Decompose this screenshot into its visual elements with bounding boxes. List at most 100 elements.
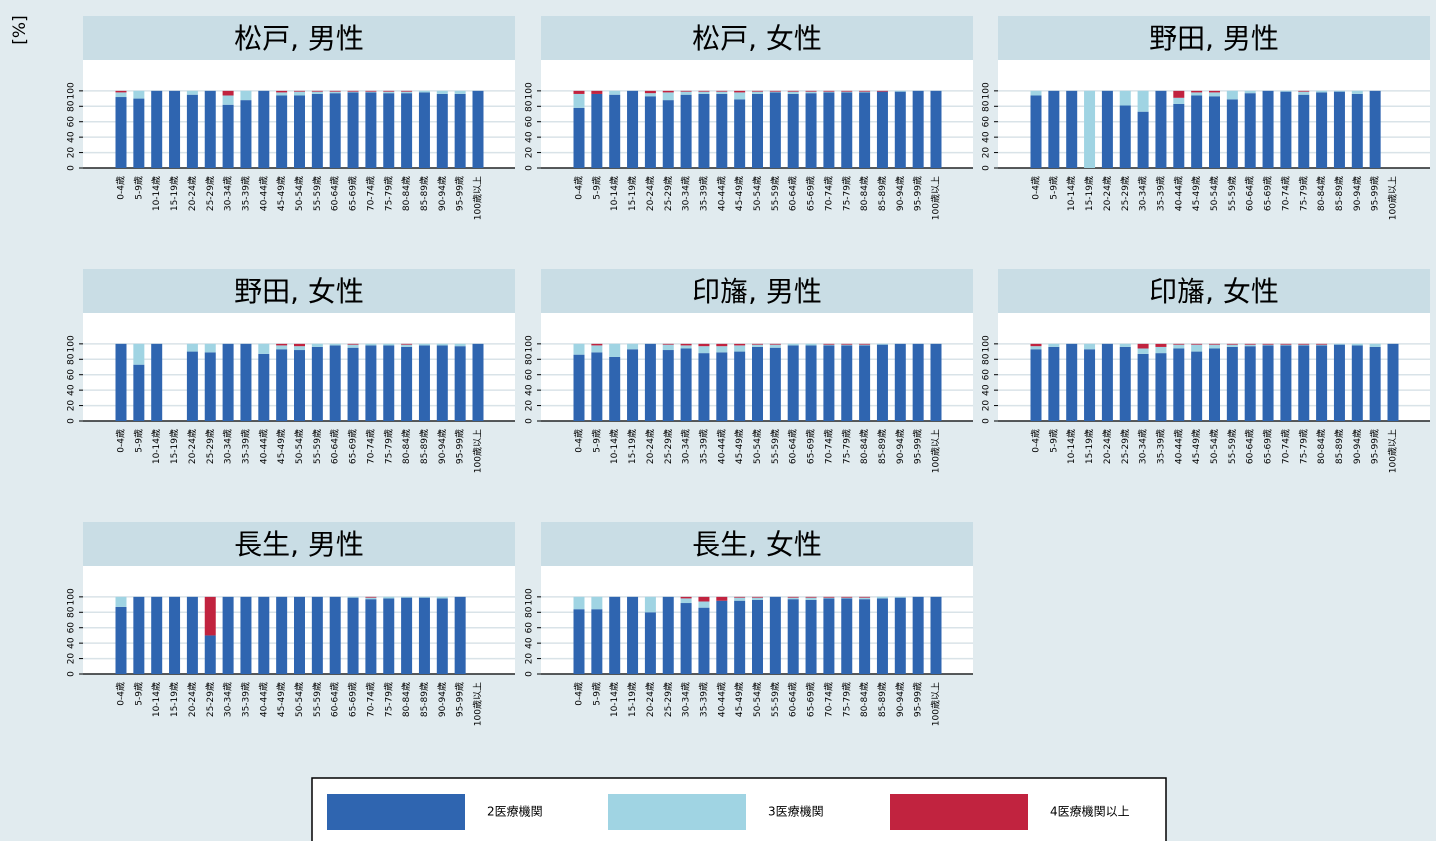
x-tick-label: 5-9歳 [590,429,602,453]
bar-segment [823,597,835,599]
bar-segment [151,90,163,168]
bar-segment [258,596,270,674]
bar-segment [276,90,288,93]
bar-segment [294,95,305,168]
y-tick-label: 80 [67,100,77,112]
bar-segment [698,607,710,674]
bar-segment [383,90,395,92]
bar-segment [115,97,127,168]
y-tick-label: 60 [67,116,77,128]
x-tick-label: 0-4歳 [573,429,585,453]
panel-header [83,16,515,60]
x-tick-label: 5-9歳 [132,429,144,453]
bar-segment [276,596,288,674]
bar-segment [276,95,288,168]
x-tick-label: 20-24歳 [186,176,198,211]
bar-segment [311,596,323,674]
bar-segment [347,92,359,168]
bar-segment [1173,103,1185,168]
x-tick-label: 85-89歳 [876,429,888,464]
bar-segment [329,90,341,92]
panel-header [998,16,1430,60]
bar-segment [859,91,871,93]
bar-segment [1191,90,1203,93]
bar-segment [472,343,484,421]
bar-segment [383,343,395,346]
x-tick-label: 100歳以上 [472,429,484,473]
legend-swatch [890,794,1028,830]
legend-swatch [327,794,465,830]
y-axis-label: [%] [10,15,30,44]
x-tick-label: 75-79歳 [382,176,394,211]
bar-segment [787,343,799,346]
bar-segment [573,609,585,674]
panel-header [83,269,515,313]
bar-segment [258,90,270,168]
bar-segment [787,596,799,598]
bar-segment [823,596,835,598]
bar-segment [894,90,906,92]
x-tick-label: 40-44歳 [715,429,727,464]
y-tick-label: 0 [67,165,77,171]
bar-segment [347,91,359,93]
bar-segment [258,343,270,354]
bar-segment [347,347,359,421]
bar-segment [1280,344,1292,346]
bar-segment [365,596,377,598]
y-tick-label: 20 [982,400,992,412]
y-tick-label: 100 [982,335,992,352]
bar-segment [734,600,746,674]
bar-segment [716,91,728,94]
x-tick-label: 55-59歳 [1226,429,1238,464]
bar-segment [436,343,448,346]
bar-segment [1119,105,1131,168]
legend-label: 3医療機関 [768,804,824,819]
bar-segment [573,596,585,610]
bar-segment [454,596,466,674]
bar-segment [133,98,145,168]
bar-segment [1209,90,1220,93]
y-tick-label: 60 [67,369,77,381]
panel-title: 印旛, 男性 [692,275,822,308]
x-tick-label: 80-84歳 [400,176,412,211]
x-tick-label: 100歳以上 [472,176,484,220]
bar-segment [805,90,817,92]
bar-segment [240,596,252,674]
x-tick-label: 0-4歳 [115,176,127,200]
x-tick-label: 5-9歳 [132,176,144,200]
bar-segment [644,343,656,421]
x-tick-label: 5-9歳 [1047,429,1059,453]
y-tick-label: 40 [525,131,535,143]
bar-segment [752,597,763,600]
x-tick-label: 65-69歳 [347,682,359,717]
bar-segment [716,343,728,347]
y-tick-label: 60 [525,369,535,381]
bar-segment [133,364,145,421]
bar-segment [823,345,835,421]
x-tick-label: 0-4歳 [115,682,127,706]
x-tick-label: 35-39歳 [1154,429,1166,464]
bar-segment [1351,345,1363,421]
bar-segment [787,599,799,674]
bar-segment [1316,345,1328,421]
bar-segment [912,343,924,421]
x-tick-label: 0-4歳 [573,176,585,200]
bar-segment [276,345,288,350]
bar-segment [222,343,234,421]
x-tick-label: 60-64歳 [329,429,341,464]
x-tick-label: 35-39歳 [1154,176,1166,211]
x-tick-label: 80-84歳 [858,429,870,464]
bar-segment [894,343,906,421]
bar-segment [1155,353,1167,421]
x-tick-label: 65-69歳 [805,429,817,464]
x-tick-label: 45-49歳 [275,682,287,717]
bar-segment [680,94,692,168]
x-tick-label: 25-29歳 [662,682,674,717]
bar-segment [591,596,603,610]
x-tick-label: 45-49歳 [275,429,287,464]
bar-segment [222,95,234,105]
y-tick-label: 40 [982,384,992,396]
x-tick-label: 60-64歳 [787,176,799,211]
bar-segment [151,343,163,421]
bar-segment [1048,90,1060,168]
